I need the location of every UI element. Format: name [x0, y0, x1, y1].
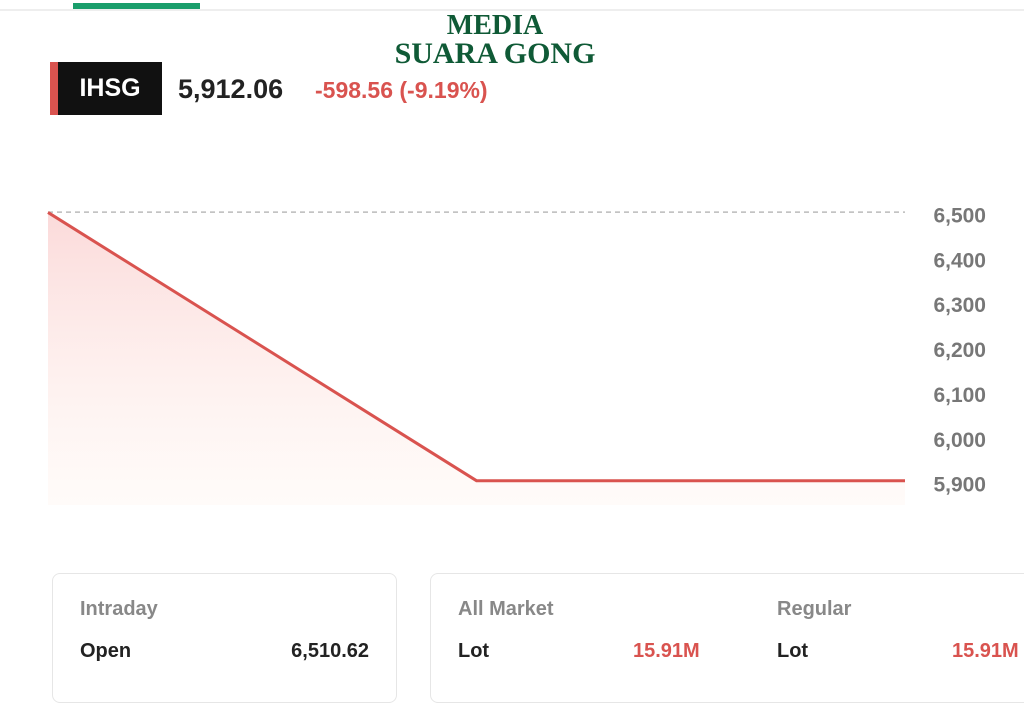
chart: 5,900 6,000 6,100 6,200 6,300 6,400 6,500	[47, 204, 986, 505]
ticker-symbol: IHSG	[79, 74, 141, 102]
stat-label: Lot	[458, 640, 490, 662]
intraday-card: Intraday Open 6,510.62	[52, 573, 397, 703]
page: MEDIA SUARA GONG IHSG 5,912.06 -598.56 (…	[0, 3, 1024, 703]
y-tick-label: 6,100	[933, 384, 986, 407]
price-line	[47, 211, 905, 483]
watermark-line1: MEDIA	[446, 10, 544, 41]
ticker-change: -598.56 (-9.19%)	[315, 77, 488, 103]
stat-value: 15.91M	[952, 640, 1019, 662]
y-tick-label: 6,200	[933, 339, 986, 362]
tab-divider	[0, 9, 1024, 11]
ticker-accent	[50, 62, 58, 115]
stat-value: 15.91M	[633, 640, 700, 662]
ticker-box: IHSG	[50, 62, 162, 115]
stat-label: Lot	[777, 640, 809, 662]
card-title: Regular	[777, 598, 852, 620]
watermark: MEDIA SUARA GONG	[380, 10, 610, 70]
y-tick-label: 5,900	[933, 474, 986, 497]
y-tick-label: 6,300	[933, 294, 986, 317]
watermark-line2: SUARA GONG	[394, 37, 596, 70]
tab-indicator	[73, 3, 200, 9]
card-title: All Market	[458, 598, 554, 620]
y-tick-label: 6,500	[933, 204, 986, 227]
stat-value: 6,510.62	[291, 640, 369, 662]
ticker-price: 5,912.06	[178, 74, 284, 104]
y-tick-label: 6,400	[933, 249, 986, 272]
lot-card: All Market Lot 15.91M Regular Lot 15.91M	[430, 573, 1024, 703]
stat-label: Open	[80, 640, 132, 662]
y-tick-label: 6,000	[933, 429, 986, 452]
area	[48, 212, 905, 505]
card-title: Intraday	[80, 598, 158, 620]
